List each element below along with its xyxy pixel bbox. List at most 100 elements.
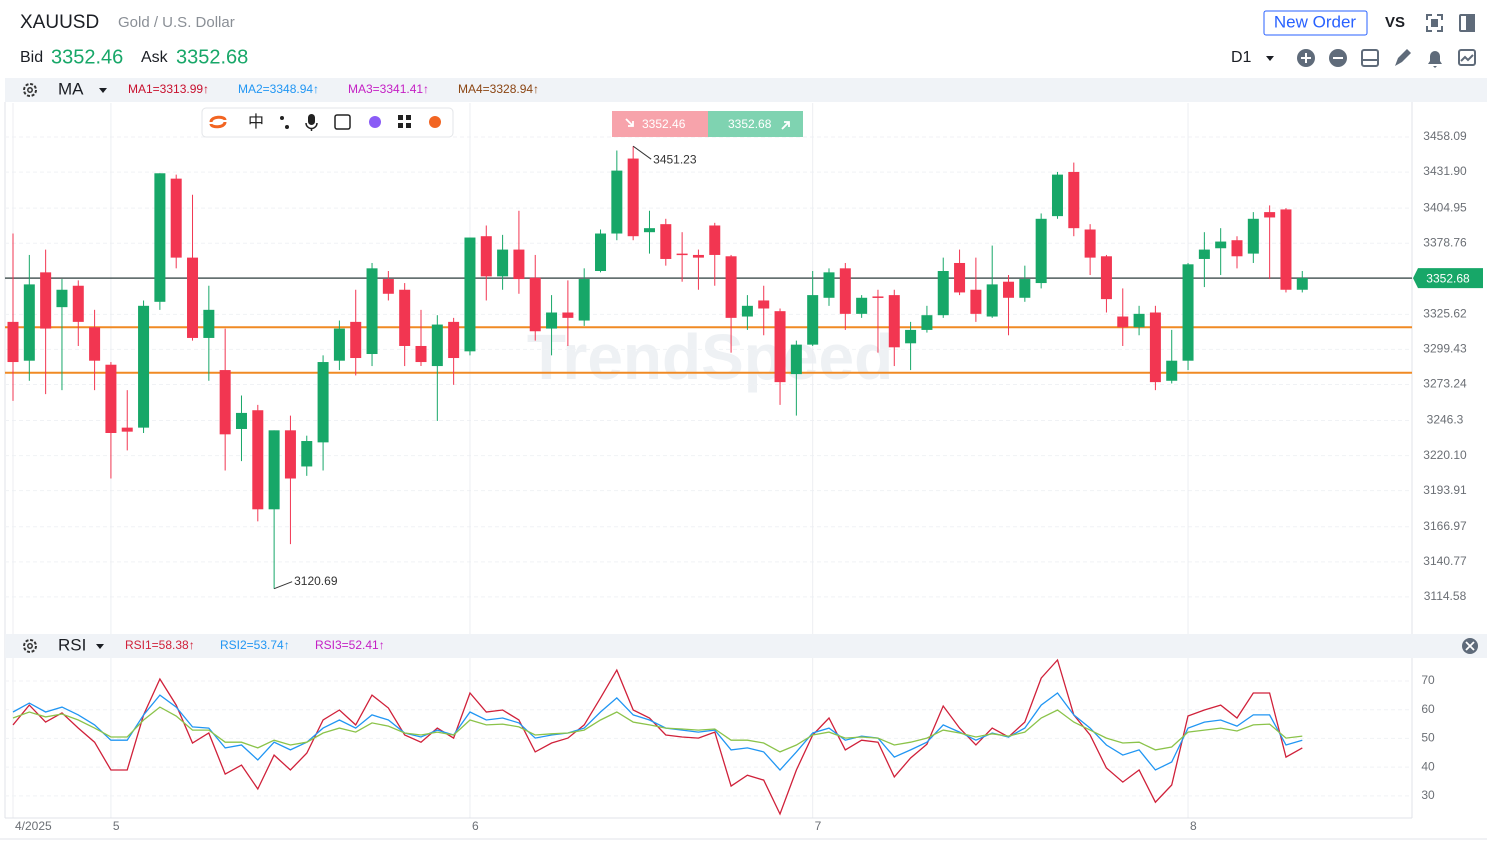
zoom-out-icon[interactable] (1329, 49, 1347, 67)
rsi-name[interactable]: RSI (58, 635, 86, 654)
ime-icons[interactable] (280, 114, 441, 131)
candle-body (1280, 209, 1292, 290)
candle-body (89, 327, 101, 361)
candle-body (954, 262, 966, 293)
y-tick-label: 70 (1421, 673, 1435, 687)
candle-body (937, 271, 949, 316)
zoom-in-icon[interactable] (1297, 49, 1315, 67)
candle-body (1133, 313, 1145, 328)
current-price-tag (1413, 268, 1483, 289)
draw-icon[interactable] (1395, 49, 1411, 66)
candle-body (1247, 218, 1259, 254)
candle-body (1068, 171, 1080, 229)
candle-body (431, 324, 443, 367)
candle-body (692, 254, 704, 258)
indicator-caret[interactable] (99, 88, 107, 93)
rsi-caret[interactable] (96, 644, 104, 649)
rsi-legend: RSI2=53.74↑ (220, 638, 290, 652)
ime-logo[interactable] (209, 115, 227, 129)
candle-body (187, 257, 199, 338)
rsi-bar (5, 634, 1487, 658)
buy-price[interactable]: 3352.68 (728, 117, 772, 131)
candle-body (138, 305, 150, 428)
candle-body (105, 364, 117, 433)
candle-body (611, 170, 623, 234)
x-tick-label: 7 (815, 819, 822, 833)
low-leader (273, 581, 293, 590)
bid-price: 3352.46 (51, 46, 123, 68)
candle-body (333, 328, 345, 361)
vs-button[interactable]: VS (1385, 14, 1405, 31)
sell-price[interactable]: 3352.46 (642, 117, 686, 131)
candle-body (562, 312, 574, 318)
y-tick-label: 3325.62 (1423, 307, 1467, 321)
y-tick-label: 3140.77 (1423, 554, 1467, 568)
y-tick-label: 3431.90 (1423, 164, 1467, 178)
rsi-close[interactable] (1462, 638, 1478, 654)
rsi-settings-icon[interactable] (23, 639, 37, 653)
indicator-icon[interactable] (1458, 49, 1476, 66)
timeframe-caret[interactable] (1266, 56, 1274, 61)
sell-button[interactable] (612, 111, 708, 137)
x-tick-label: 4/2025 (15, 819, 52, 833)
alert-icon[interactable] (1428, 51, 1442, 68)
layout-icon[interactable] (1361, 49, 1379, 67)
candle-body (709, 225, 721, 255)
candle-body (676, 253, 688, 256)
candle-body (872, 296, 884, 298)
candle-body (1035, 218, 1047, 284)
y-tick-label: 3166.97 (1423, 519, 1467, 533)
candle-body (448, 321, 460, 359)
ime-toolbar (201, 107, 454, 138)
y-tick-label: 30 (1421, 788, 1435, 802)
candle-body (415, 345, 427, 363)
candle-body (480, 236, 492, 277)
sell-arrow[interactable] (625, 118, 634, 127)
candle-body (790, 344, 802, 375)
candle-body (627, 158, 639, 237)
symbol: XAUUSD (20, 12, 99, 33)
candle-body (464, 237, 476, 352)
candle-body (1264, 212, 1276, 218)
candle-body (643, 228, 655, 233)
candle-body (350, 321, 362, 359)
new-order-label[interactable]: New Order (1274, 12, 1357, 31)
y-tick-label: 3273.24 (1423, 377, 1467, 391)
candle-body (1084, 229, 1096, 258)
timeframe[interactable]: D1 (1231, 49, 1252, 66)
candle-body (888, 295, 900, 348)
rsi-legend: RSI1=58.38↑ (125, 638, 195, 652)
low-annotation: 3120.69 (294, 574, 338, 588)
candle-body (219, 370, 231, 435)
ask-price: 3352.68 (176, 46, 248, 68)
ma-legend: MA4=3328.94↑ (458, 82, 539, 96)
candle-body (513, 249, 525, 280)
ime-mode[interactable]: 中 (248, 113, 264, 131)
y-tick-label: 40 (1421, 759, 1435, 773)
high-leader (632, 145, 652, 160)
x-tick-label: 6 (472, 819, 479, 833)
candle-body (823, 272, 835, 298)
candle-body (905, 329, 917, 344)
candle-body (741, 305, 753, 317)
candle-body (1182, 264, 1194, 361)
candle-body (595, 233, 607, 272)
fullscreen-icon[interactable] (1426, 14, 1443, 32)
settings-icon[interactable] (23, 83, 37, 97)
indicator-name[interactable]: MA (58, 79, 84, 98)
new-order-button[interactable] (1263, 10, 1368, 36)
y-tick-label: 50 (1421, 731, 1435, 745)
candle-body (1100, 256, 1112, 300)
candle-body (970, 289, 982, 314)
candle-body (856, 297, 868, 314)
candle-body (1296, 278, 1308, 290)
candle-body (807, 295, 819, 345)
y-tick-label: 60 (1421, 702, 1435, 716)
x-tick-label: 8 (1190, 819, 1197, 833)
panel-icon[interactable] (1459, 14, 1475, 32)
candle-body (986, 284, 998, 317)
candle-body (1051, 174, 1063, 217)
candle-body (660, 224, 672, 259)
buy-arrow[interactable] (781, 121, 790, 130)
candle-body (1215, 241, 1227, 249)
